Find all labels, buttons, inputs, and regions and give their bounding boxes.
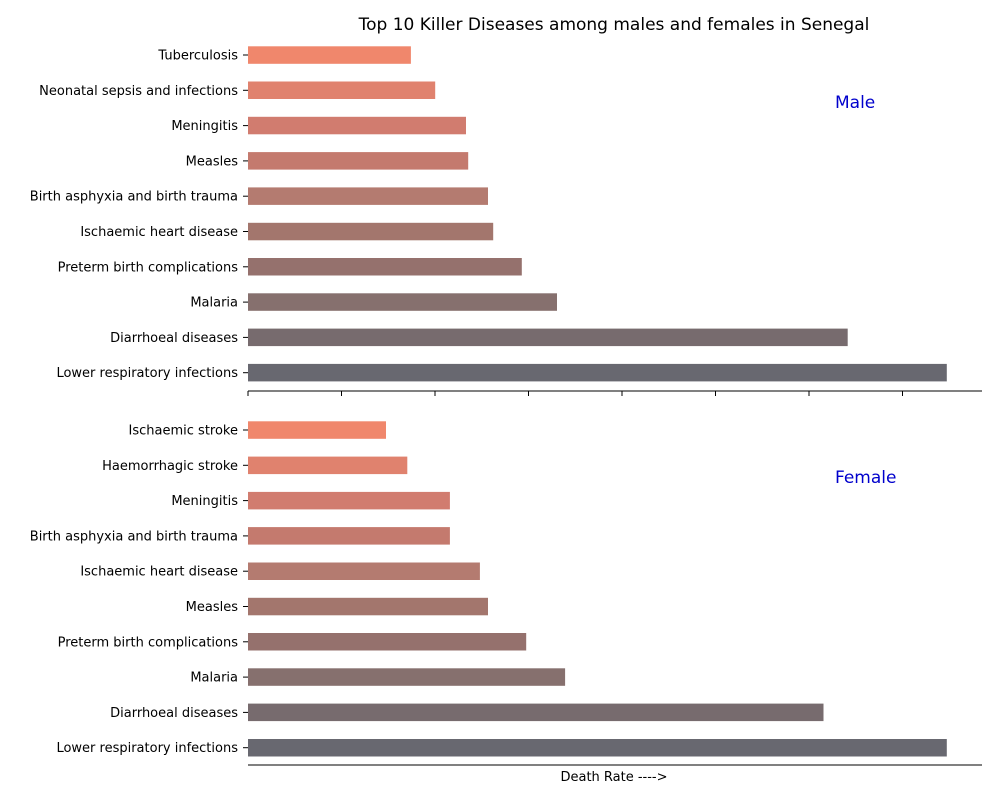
category-label-0-8: Diarrhoeal diseases [110,331,238,346]
bar-0-4 [248,187,488,205]
category-label-1-5: Measles [186,600,239,615]
category-label-0-0: Tuberculosis [157,49,238,64]
bar-1-3 [248,527,450,545]
bar-0-8 [248,328,848,347]
male-panel-label: Male [835,93,875,113]
bar-1-9 [248,739,947,757]
category-label-0-5: Ischaemic heart disease [80,225,238,240]
bar-0-6 [248,258,522,276]
bar-1-2 [248,491,450,510]
bar-0-3 [248,152,469,170]
category-label-1-0: Ischaemic stroke [129,424,238,439]
category-label-1-1: Haemorrhagic stroke [102,459,238,474]
bar-0-1 [248,81,436,99]
category-label-1-4: Ischaemic heart disease [80,565,238,580]
bar-0-0 [248,46,411,64]
category-label-1-3: Birth asphyxia and birth trauma [30,529,238,544]
category-label-1-6: Preterm birth complications [58,635,239,650]
category-label-0-4: Birth asphyxia and birth trauma [30,190,238,205]
chart-title: Top 10 Killer Diseases among males and f… [358,15,870,35]
category-label-1-2: Meningitis [171,494,238,509]
bar-0-2 [248,116,466,135]
bar-0-5 [248,222,494,241]
category-label-0-3: Measles [186,154,239,169]
category-label-0-2: Meningitis [171,119,238,134]
female-panel-label: Female [835,468,896,488]
male-panel: Male Tuberculosis Neonatal sepsis and inf… [30,46,982,396]
bar-1-0 [248,421,386,439]
bar-1-1 [248,456,408,475]
female-panel: Female Ischaemic stroke Haemorrhagic stro… [30,421,982,766]
x-axis-label: Death Rate ----> [560,770,667,785]
bar-1-8 [248,703,824,722]
category-label-0-6: Preterm birth complications [58,260,239,275]
bar-0-9 [248,363,947,382]
bar-1-7 [248,668,566,686]
category-label-0-1: Neonatal sepsis and infections [39,84,238,99]
category-label-1-9: Lower respiratory infections [56,741,238,756]
bar-1-4 [248,562,480,580]
bar-0-7 [248,293,557,311]
category-label-0-9: Lower respiratory infections [56,366,238,381]
category-label-1-8: Diarrhoeal diseases [110,706,238,721]
category-label-0-7: Malaria [190,296,238,311]
bar-1-5 [248,597,488,616]
bar-1-6 [248,633,527,651]
category-label-1-7: Malaria [190,671,238,686]
